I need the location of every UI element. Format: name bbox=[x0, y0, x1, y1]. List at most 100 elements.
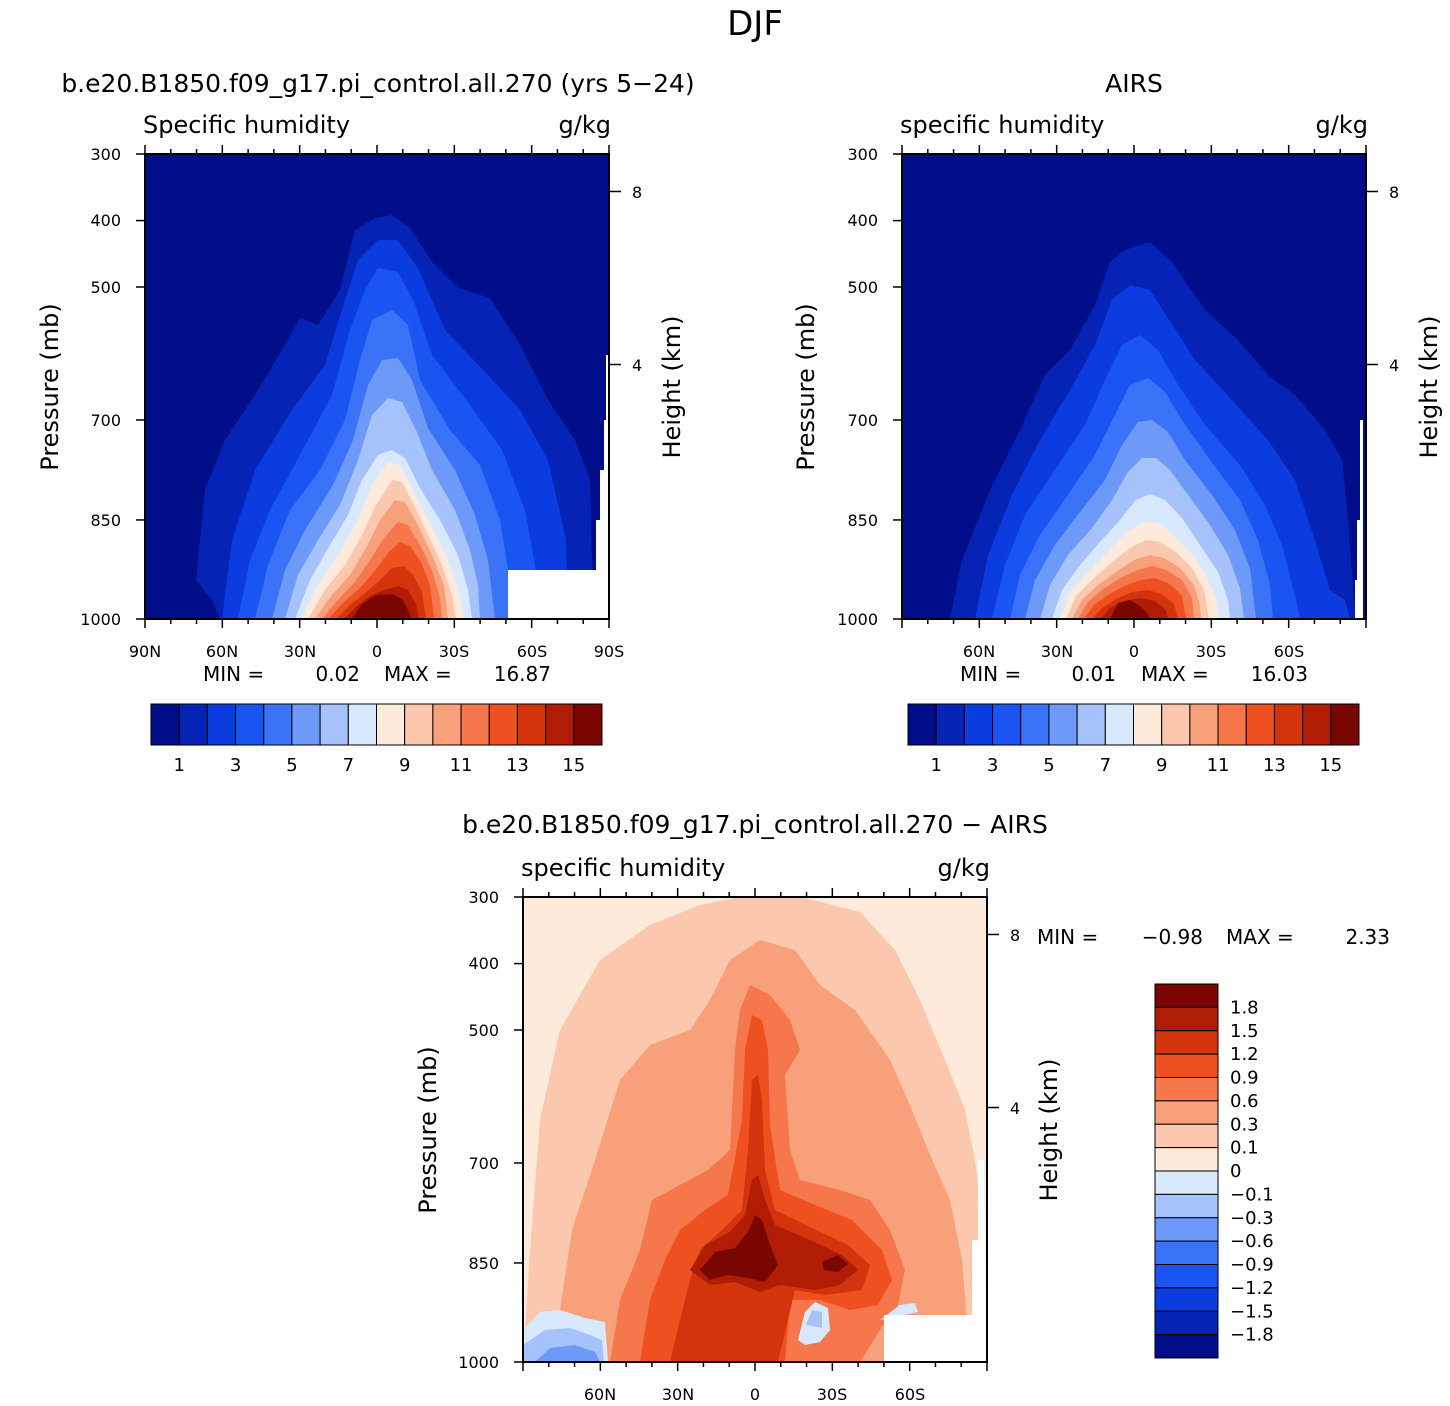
x-tick-label: 90N bbox=[129, 642, 161, 661]
colorbar-label: −0.1 bbox=[1230, 1184, 1274, 1205]
y2-tick-labels: 8 4 bbox=[1389, 183, 1399, 375]
colorbar-box bbox=[1076, 703, 1106, 746]
colorbar-box bbox=[1154, 1217, 1219, 1242]
colorbar-box bbox=[1154, 1170, 1219, 1195]
y-tick-labels: 300 400 500 700 850 1000 bbox=[80, 145, 121, 629]
colorbar-box bbox=[1273, 703, 1304, 746]
colorbar-label: −1.2 bbox=[1230, 1278, 1274, 1299]
min-value: −0.98 bbox=[1142, 925, 1203, 949]
colorbar-box bbox=[545, 703, 575, 746]
panel-airs: AIRS specific humidity g/kg Pressure (mb… bbox=[792, 69, 1443, 776]
min-label: MIN = bbox=[203, 662, 264, 686]
colorbar-box bbox=[347, 703, 377, 746]
variable-label: Specific humidity bbox=[143, 111, 350, 139]
colorbar-label: 3 bbox=[230, 755, 241, 776]
y2-tick-label: 4 bbox=[1010, 1099, 1020, 1118]
max-label: MAX = bbox=[1226, 925, 1294, 949]
colorbar-box bbox=[1154, 1147, 1219, 1172]
colorbar-box bbox=[935, 703, 965, 746]
colorbar-label: 7 bbox=[1100, 755, 1111, 776]
variable-label: specific humidity bbox=[900, 111, 1104, 139]
x-tick-label: 60S bbox=[517, 642, 548, 661]
x-tick-label: 0 bbox=[1129, 642, 1139, 661]
colorbar-box bbox=[1104, 703, 1134, 746]
colorbar-label: 5 bbox=[1043, 755, 1054, 776]
y2-tick-label: 8 bbox=[632, 183, 642, 202]
colorbar-label: 0.3 bbox=[1230, 1114, 1259, 1135]
colorbar-box bbox=[488, 703, 518, 746]
y-tick-label: 300 bbox=[90, 145, 121, 164]
x-tick-label: 60S bbox=[1274, 642, 1305, 661]
colorbar-label: 11 bbox=[1207, 755, 1230, 776]
y-tick-label: 500 bbox=[90, 278, 121, 297]
panel-title: b.e20.B1850.f09_g17.pi_control.all.270 −… bbox=[462, 810, 1048, 839]
colorbar-box bbox=[1302, 703, 1332, 746]
colorbar-box bbox=[1133, 703, 1163, 746]
min-max-stats: MIN = −0.98 MAX = 2.33 bbox=[1037, 925, 1390, 949]
min-label: MIN = bbox=[960, 662, 1021, 686]
min-max-stats: MIN = 0.02 MAX = 16.87 bbox=[203, 662, 551, 686]
panel-model: b.e20.B1850.f09_g17.pi_control.all.270 (… bbox=[36, 69, 695, 776]
y2-axis-label: Height (km) bbox=[1415, 316, 1443, 459]
x-tick-label: 30S bbox=[439, 642, 470, 661]
colorbar-label: −0.3 bbox=[1230, 1208, 1274, 1229]
colorbar-label: 0.6 bbox=[1230, 1091, 1259, 1112]
y2-tick-labels: 8 4 bbox=[632, 183, 642, 375]
colorbar-box bbox=[1154, 1077, 1219, 1102]
max-value: 16.03 bbox=[1251, 662, 1308, 686]
topography-mask bbox=[884, 1160, 987, 1362]
x-tick-label: 0 bbox=[750, 1385, 760, 1404]
colorbar-box bbox=[1154, 1006, 1219, 1032]
colorbar-box bbox=[1154, 1100, 1219, 1125]
max-label: MAX = bbox=[384, 662, 452, 686]
min-value: 0.01 bbox=[1071, 662, 1116, 686]
x-tick-label: 30N bbox=[284, 642, 316, 661]
colorbar-box bbox=[235, 703, 265, 746]
topography-mask bbox=[1355, 420, 1363, 619]
y-tick-label: 500 bbox=[468, 1021, 499, 1040]
y-axis-label: Pressure (mb) bbox=[36, 303, 64, 470]
y2-axis-label: Height (km) bbox=[1035, 1059, 1063, 1202]
colorbar: 1.81.51.20.90.60.30.10−0.1−0.3−0.6−0.9−1… bbox=[1154, 983, 1274, 1359]
y-tick-label: 400 bbox=[90, 211, 121, 230]
x-tick-label: 30N bbox=[1041, 642, 1073, 661]
colorbar-box bbox=[1154, 1240, 1219, 1265]
y2-tick-label: 8 bbox=[1389, 183, 1399, 202]
colorbar-label: 3 bbox=[987, 755, 998, 776]
x-tick-labels: 60N 30N 0 30S 60S bbox=[963, 642, 1304, 661]
panel-difference: b.e20.B1850.f09_g17.pi_control.all.270 −… bbox=[414, 810, 1390, 1404]
y-tick-label: 300 bbox=[847, 145, 878, 164]
colorbar-box bbox=[376, 703, 406, 746]
colorbar-box bbox=[1154, 1264, 1219, 1289]
y-tick-label: 1000 bbox=[458, 1353, 499, 1372]
min-max-stats: MIN = 0.01 MAX = 16.03 bbox=[960, 662, 1308, 686]
colorbar-box bbox=[907, 703, 937, 746]
colorbar-label: 1.8 bbox=[1230, 997, 1259, 1018]
x-tick-labels: 90N 60N 30N 0 30S 60S 90S bbox=[129, 642, 624, 661]
colorbar: 1 3 5 7 9 11 13 15 bbox=[150, 703, 603, 776]
units-label: g/kg bbox=[1316, 111, 1368, 139]
colorbar-label: 0.9 bbox=[1230, 1068, 1259, 1089]
variable-label: specific humidity bbox=[521, 854, 725, 882]
contour-level-negative-0.3-south bbox=[806, 1310, 822, 1328]
y-tick-label: 400 bbox=[468, 954, 499, 973]
colorbar-box bbox=[1154, 1334, 1219, 1359]
x-tick-label: 30S bbox=[1196, 642, 1227, 661]
max-value: 16.87 bbox=[494, 662, 551, 686]
y-tick-label: 1000 bbox=[837, 610, 878, 629]
colorbar-label: 7 bbox=[343, 755, 354, 776]
colorbar-box bbox=[1154, 1310, 1219, 1336]
colorbar-box bbox=[1020, 703, 1050, 746]
colorbar-box bbox=[1154, 1053, 1219, 1078]
y-tick-label: 850 bbox=[847, 511, 878, 530]
colorbar-box bbox=[963, 703, 994, 746]
colorbar-label: 1 bbox=[930, 755, 941, 776]
contour-level-16 bbox=[1110, 600, 1150, 619]
colorbar-box bbox=[1245, 703, 1275, 746]
colorbar-box bbox=[178, 703, 208, 746]
colorbar-box bbox=[516, 703, 547, 746]
y-tick-label: 850 bbox=[468, 1254, 499, 1273]
contour-field bbox=[145, 154, 609, 619]
colorbar-box bbox=[460, 703, 490, 746]
